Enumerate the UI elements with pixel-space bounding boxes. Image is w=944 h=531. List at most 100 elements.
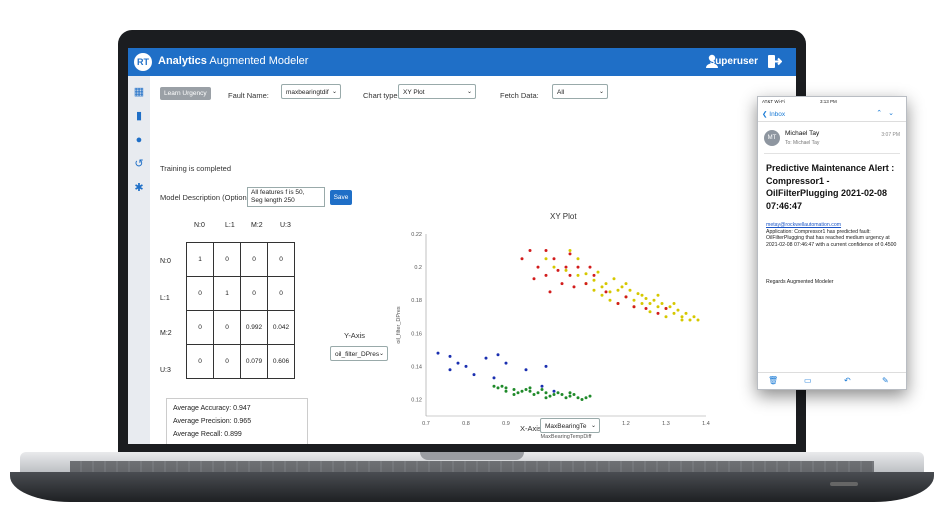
data-point	[544, 249, 548, 252]
laptop-keyboard	[70, 461, 874, 473]
chevron-down-icon: ⌄	[598, 89, 604, 95]
y-tick-label: 0.16	[411, 331, 422, 337]
data-point	[688, 318, 692, 322]
laptop-screen: RT Analytics Augmented Modeler superuser…	[128, 48, 796, 444]
data-point	[560, 393, 564, 396]
grid-icon[interactable]: ▦	[133, 86, 145, 98]
data-point	[464, 364, 468, 368]
email-body: metay@rockwellautomation.com Application…	[766, 222, 898, 248]
data-point	[556, 391, 560, 395]
fetch-data-label: Fetch Data:	[500, 91, 539, 100]
y-tick-label: 0.2	[414, 265, 422, 271]
cm-col-header: L:1	[225, 222, 235, 229]
y-axis-select[interactable]: oil_filter_DPres ⌄	[330, 346, 388, 361]
history-icon[interactable]: ↺	[134, 158, 144, 170]
learn-urgency-button[interactable]: Learn Urgency	[160, 87, 211, 100]
user-icon[interactable]	[706, 54, 718, 68]
trash-icon[interactable]: ▮	[135, 110, 143, 122]
compose-icon[interactable]: ✎	[882, 376, 889, 385]
user-name[interactable]: superuser	[709, 56, 758, 67]
data-point	[656, 293, 660, 297]
data-point	[504, 361, 508, 365]
logout-icon[interactable]	[768, 55, 782, 68]
table-row: 0 1 0 0	[186, 276, 295, 311]
data-point	[568, 249, 572, 252]
cm-row-header: N:0	[160, 258, 171, 265]
data-point	[608, 298, 612, 302]
data-point	[576, 257, 580, 261]
data-point	[520, 389, 524, 393]
fault-name-select[interactable]: maxbearingtdif ⌄	[281, 84, 341, 99]
x-tick-label: 0.8	[462, 421, 470, 427]
data-point	[692, 315, 696, 319]
metrics-panel: Average Accuracy: 0.947 Average Precisio…	[166, 398, 308, 444]
chevron-down-icon: ⌄	[378, 351, 384, 357]
sender-link[interactable]: metay@rockwellautomation.com	[766, 222, 842, 228]
data-point	[676, 308, 680, 312]
data-point	[548, 394, 552, 398]
confusion-matrix: 1 0 0 0 0 1 0 0 0 0 0.992 0.042 0 0 0.07…	[186, 242, 295, 379]
data-point	[604, 282, 608, 286]
data-point	[536, 391, 540, 395]
inbox-label: Inbox	[769, 111, 786, 118]
data-point	[496, 353, 500, 357]
data-point	[548, 290, 552, 294]
data-point	[656, 305, 660, 309]
users-icon[interactable]: ●	[135, 134, 143, 146]
data-point	[632, 305, 636, 309]
data-point	[564, 265, 568, 269]
laptop-port	[830, 482, 858, 486]
description-line-1: All features f is 50,	[251, 189, 305, 196]
reply-icon[interactable]: ↶	[844, 376, 851, 385]
data-point	[652, 298, 656, 302]
data-point	[680, 315, 684, 319]
data-point	[564, 268, 568, 272]
data-point	[568, 273, 572, 277]
chart-type-label: Chart type:	[363, 91, 400, 100]
folder-icon[interactable]: ▭	[804, 376, 812, 385]
email-subject: Predictive Maintenance Alert : Compresso…	[766, 163, 895, 211]
data-point	[644, 307, 648, 310]
average-accuracy: Average Accuracy: 0.947	[173, 405, 251, 412]
cm-cell: 0	[267, 276, 295, 311]
table-row: 0 0 0.992 0.042	[186, 310, 295, 345]
cm-row-header: M:2	[160, 330, 172, 337]
data-point	[516, 391, 520, 395]
email-body-text: Application: Compressor1 has predicted f…	[766, 228, 897, 248]
data-point	[612, 277, 616, 281]
cm-cell: 0	[240, 276, 268, 311]
settings-icon[interactable]: ✱	[134, 182, 144, 194]
data-point	[576, 396, 580, 400]
data-point	[684, 311, 688, 315]
cm-cell: 0	[186, 344, 214, 379]
data-point	[640, 293, 644, 297]
x-tick-label: 1.2	[622, 421, 630, 427]
trash-icon[interactable]: 🗑	[768, 376, 779, 385]
message-nav-arrows[interactable]: ⌃⌄	[876, 110, 900, 117]
laptop-base	[10, 472, 934, 502]
data-point	[592, 278, 596, 282]
save-button[interactable]: Save	[330, 190, 352, 205]
model-description-input[interactable]: All features f is 50, Seg length 250	[247, 187, 325, 207]
inbox-back-link[interactable]: ❮ Inbox	[762, 111, 786, 118]
data-point	[568, 252, 572, 256]
cm-cell: 0	[186, 276, 214, 311]
data-point	[588, 265, 592, 269]
x-axis-select[interactable]: MaxBearingTe ⌄	[540, 418, 600, 433]
cm-cell: 0	[213, 344, 241, 379]
data-point	[608, 290, 612, 294]
data-point	[572, 285, 576, 289]
cm-cell: 0.042	[267, 310, 295, 345]
cm-cell: 1	[186, 242, 214, 277]
fetch-data-select[interactable]: All ⌄	[552, 84, 608, 99]
chart-type-select[interactable]: XY Plot ⌄	[398, 84, 476, 99]
divider	[764, 153, 900, 154]
y-tick-label: 0.14	[411, 364, 422, 370]
data-point	[568, 391, 572, 395]
data-point	[596, 270, 600, 274]
data-point	[496, 386, 500, 390]
sidebar: ▦ ▮ ● ↺ ✱	[128, 76, 151, 444]
data-point	[648, 302, 652, 305]
cm-cell: 0	[213, 242, 241, 277]
data-point	[624, 282, 628, 286]
